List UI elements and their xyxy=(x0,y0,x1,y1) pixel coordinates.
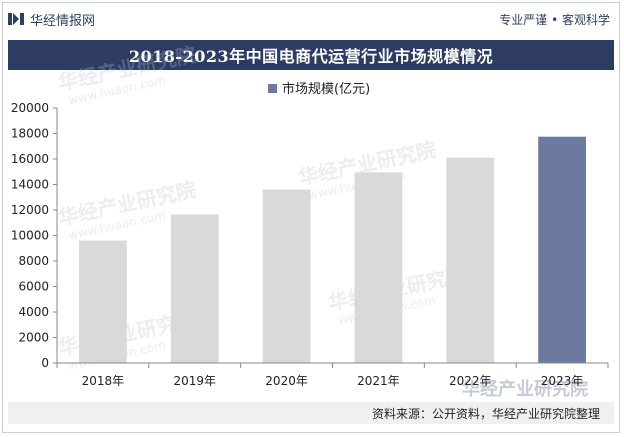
y-tick-label: 6000 xyxy=(18,280,49,294)
source-text: 资料来源：公开资料，华经产业研究院整理 xyxy=(371,407,600,421)
x-axis: 2018年 2019年 2020年 2021年 2022年 2023年 xyxy=(56,362,609,388)
brand: 华经情报网 xyxy=(8,10,95,29)
legend-label: 市场规模(亿元) xyxy=(282,81,370,97)
bar xyxy=(446,157,495,363)
x-tick-label: 2023年 xyxy=(541,374,584,388)
x-tick-label: 2020年 xyxy=(265,374,308,388)
brand-logo-icon xyxy=(8,12,24,26)
y-tick-label: 14000 xyxy=(11,178,49,192)
source-bar: 资料来源：公开资料，华经产业研究院整理 xyxy=(8,402,614,424)
brand-name: 华经情报网 xyxy=(30,13,96,29)
x-tick-label: 2021年 xyxy=(357,374,400,388)
bars xyxy=(79,136,586,363)
y-tick-label: 12000 xyxy=(11,203,49,217)
bar xyxy=(79,240,127,363)
y-axis: 0 2000 4000 6000 8000 10000 12000 14000 16000 180… xyxy=(11,101,58,370)
y-tick-label: 18000 xyxy=(11,127,49,141)
x-tick-label: 2018年 xyxy=(82,374,125,388)
top-bar: 华经情报网 专业严谨 • 客观科学 xyxy=(8,8,614,30)
chart-title: 2018-2023年中国电商代运营行业市场规模情况 xyxy=(128,47,494,66)
y-tick-label: 16000 xyxy=(11,152,49,166)
watermark-brand: 华经产业研究院 xyxy=(462,378,588,400)
x-tick-label: 2019年 xyxy=(173,374,216,388)
y-tick-label: 0 xyxy=(41,356,49,370)
slogan: 专业严谨 • 客观科学 xyxy=(499,12,610,27)
legend-marker xyxy=(268,84,277,93)
y-tick-label: 2000 xyxy=(18,331,49,345)
chart-title-bar: 2018-2023年中国电商代运营行业市场规模情况 xyxy=(8,40,614,70)
y-tick-label: 4000 xyxy=(18,305,49,319)
bar xyxy=(354,172,403,363)
bar xyxy=(262,189,311,363)
y-tick-label: 20000 xyxy=(11,101,49,115)
legend: 市场规模(亿元) xyxy=(268,81,370,97)
y-tick-label: 10000 xyxy=(11,229,49,243)
y-tick-label: 8000 xyxy=(18,254,49,268)
bar xyxy=(170,214,219,363)
x-tick-label: 2022年 xyxy=(449,374,492,388)
bar xyxy=(538,136,586,363)
